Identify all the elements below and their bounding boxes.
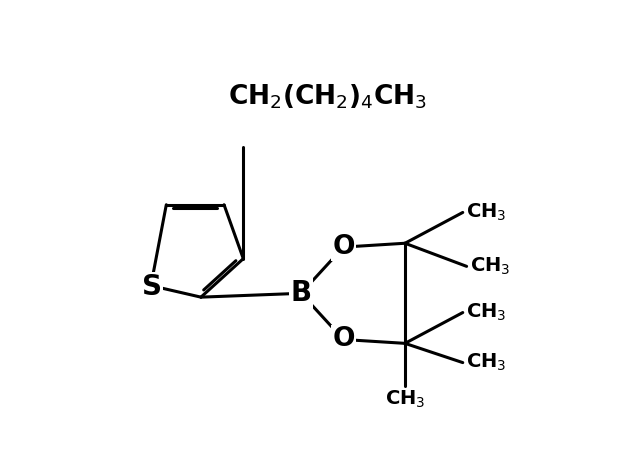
Text: O: O xyxy=(332,234,355,260)
Text: B: B xyxy=(291,279,312,307)
Text: CH$_3$: CH$_3$ xyxy=(466,202,506,223)
Text: S: S xyxy=(141,273,162,301)
Text: CH$_3$: CH$_3$ xyxy=(470,256,510,277)
Text: CH$_2$(CH$_2$)$_4$CH$_3$: CH$_2$(CH$_2$)$_4$CH$_3$ xyxy=(228,83,428,111)
Text: CH$_3$: CH$_3$ xyxy=(466,302,506,323)
Text: CH$_3$: CH$_3$ xyxy=(385,389,425,410)
Text: CH$_3$: CH$_3$ xyxy=(466,352,506,373)
Text: O: O xyxy=(332,327,355,353)
